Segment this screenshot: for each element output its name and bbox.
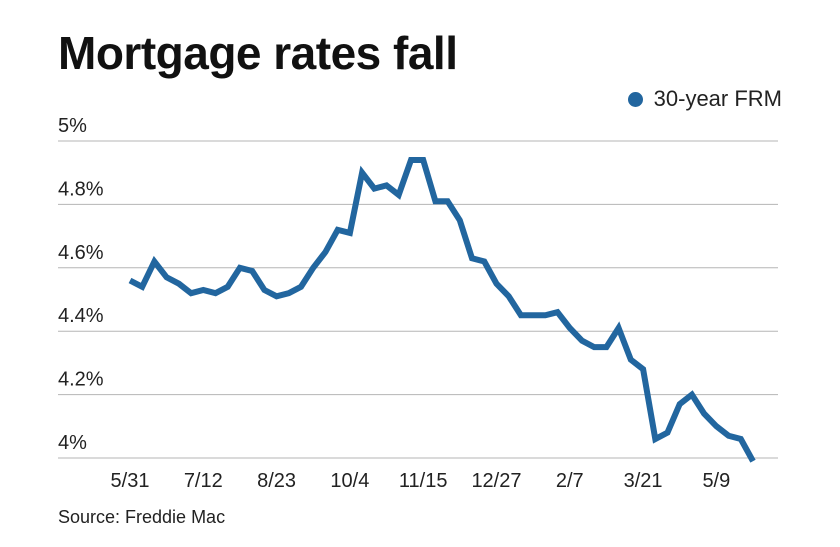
source-note: Source: Freddie Mac [58, 507, 226, 527]
x-tick-label: 3/21 [624, 470, 663, 492]
y-tick-label: 4.2% [58, 369, 104, 391]
gridlines [58, 140, 778, 459]
y-tick-label: 5% [58, 115, 87, 137]
y-tick-label: 4.4% [58, 305, 104, 327]
x-tick-label: 10/4 [330, 470, 369, 492]
x-tick-label: 11/15 [399, 470, 448, 492]
x-tick-label: 5/9 [702, 470, 730, 492]
x-tick-label: 7/12 [184, 470, 223, 492]
x-tick-label: 12/27 [471, 470, 521, 492]
legend-label: 30-year FRM [653, 86, 782, 111]
series-layer [128, 157, 756, 463]
chart-title: Mortgage rates fall [58, 27, 458, 79]
y-axis-ticks: 4% 4.2% 4.4% 4.6% 4.8% 5% [58, 115, 104, 454]
legend-marker [627, 91, 643, 107]
series-line-30-year-frm [128, 157, 756, 463]
chart-legend: 30-year FRM [627, 86, 782, 112]
x-tick-label: 5/31 [111, 470, 150, 492]
y-tick-label: 4% [58, 432, 87, 454]
x-tick-label: 8/23 [257, 470, 296, 492]
y-tick-label: 4.6% [58, 242, 104, 264]
x-tick-label: 2/7 [556, 470, 584, 492]
x-axis-ticks: 5/31 7/12 8/23 10/4 11/15 12/27 2/7 3/21 5/9 [111, 470, 731, 492]
y-tick-label: 4.8% [58, 178, 104, 200]
